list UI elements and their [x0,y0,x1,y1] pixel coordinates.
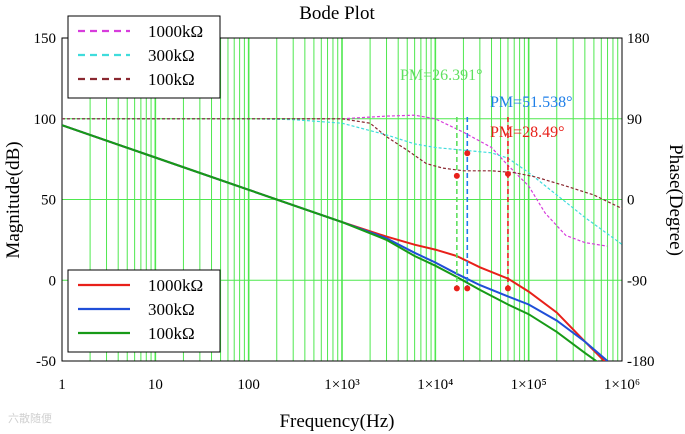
y-axis-label-right: Phase(Degree) [665,144,685,256]
legend-label: 300kΩ [148,300,195,319]
pm-phase-point [453,172,460,179]
x-tick-label: 1×10³ [324,377,360,393]
pm-label: PM=51.538° [490,94,573,111]
legend-label: 300kΩ [148,46,195,65]
magnitude-series-100k [62,124,598,361]
pm-phase-point [504,170,511,177]
x-axis-label: Frequency(Hz) [279,411,394,432]
phase-series-1000k [62,114,608,247]
y-tick-label-right: -180 [627,354,655,370]
y-tick-label-left: 150 [34,31,57,47]
x-tick-label: 10 [148,377,163,393]
y-tick-label-left: 50 [41,193,56,209]
legend-label: 1000kΩ [148,276,203,295]
x-tick-label: 1×10⁴ [417,377,453,393]
pm-crossover-point [504,285,511,292]
y-tick-label-right: 180 [627,31,650,47]
legend-box-top-left [67,15,221,99]
watermark: 六散随便 [8,412,52,425]
pm-crossover-point [453,285,460,292]
y-tick-label-right: -90 [627,273,647,289]
legend-label: 100kΩ [148,70,195,89]
phase-series-300k [62,118,622,245]
y-tick-label-left: 100 [34,112,57,128]
y-axis-label-left: Magnitude(dB) [3,141,24,258]
pm-phase-point [464,150,471,157]
x-tick-label: 1×10⁶ [604,377,640,393]
pm-crossover-point [464,285,471,292]
x-tick-label: 1×10⁵ [511,377,547,393]
legend-label: 100kΩ [148,324,195,343]
phase-series-100k [62,118,622,210]
legend-box-bottom-left [67,269,221,353]
y-tick-label-left: -50 [36,354,56,370]
y-tick-label-right: 0 [627,193,635,209]
y-tick-label-right: 90 [627,112,642,128]
pm-label: PM=28.49° [490,124,565,141]
x-tick-label: 1 [58,377,66,393]
y-tick-label-left: 0 [49,273,57,289]
pm-label: PM=26.391° [400,67,483,84]
legend-label: 1000kΩ [148,22,203,41]
plot-frame [61,37,623,362]
x-tick-label: 100 [237,377,260,393]
chart-title: Bode Plot [299,3,375,24]
